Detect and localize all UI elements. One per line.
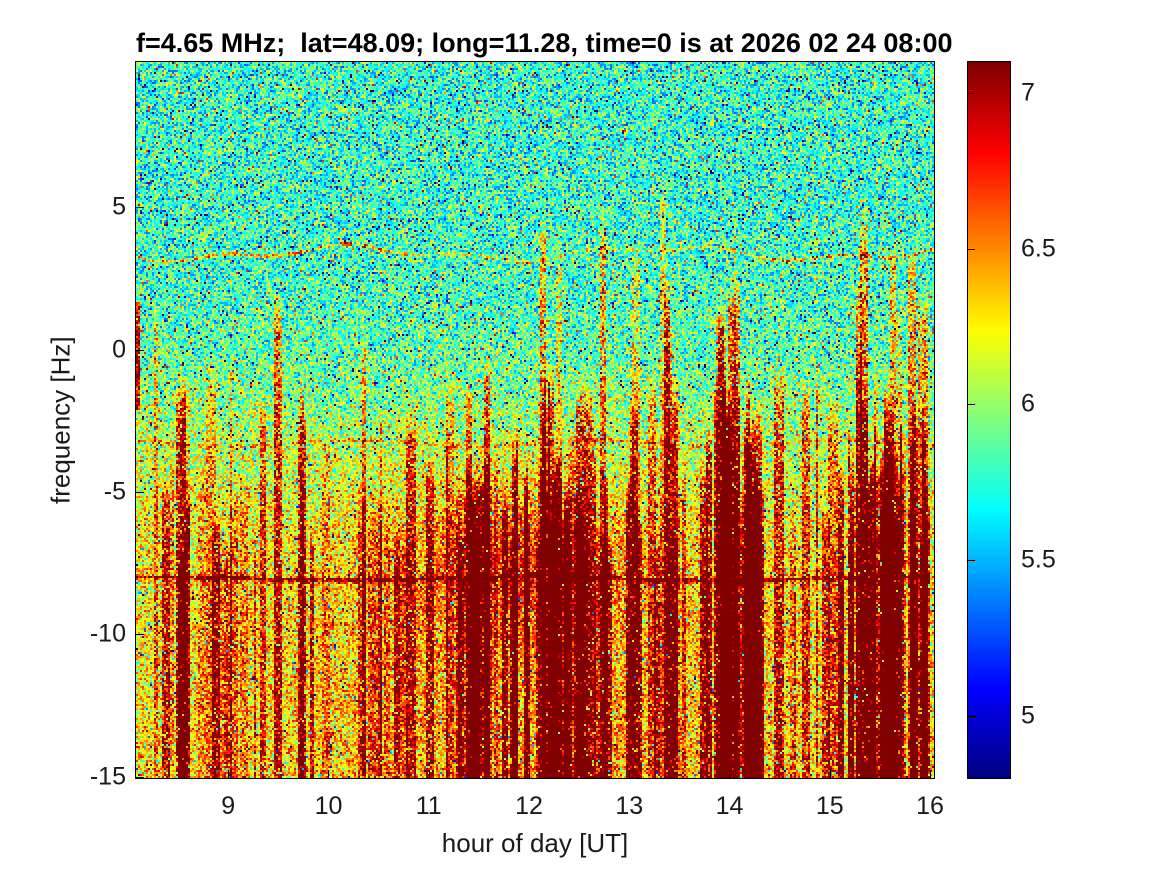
x-tick-label: 15 [815,792,844,820]
colorbar-tick-label: 5 [1021,701,1035,730]
x-tick-label: 10 [314,792,343,820]
colorbar-tick-mark [968,716,975,717]
y-tick-mark [136,207,144,208]
y-tick-mark [136,350,144,351]
colorbar-gradient [968,62,1010,778]
y-tick-mark [136,492,144,493]
colorbar-tick-label: 6 [1021,389,1035,418]
x-tick-label: 13 [615,792,644,820]
colorbar-tick-label: 7 [1021,78,1035,107]
x-tick-label: 12 [515,792,543,820]
x-tick-mark [529,770,530,778]
x-tick-mark [729,770,730,778]
y-tick-label: -10 [89,619,126,648]
y-tick-label: -5 [103,477,126,506]
x-tick-label: 9 [221,792,236,820]
colorbar-tick-mark [968,404,975,405]
y-tick-label: -15 [89,762,126,791]
y-tick-mark [136,634,144,635]
x-tick-mark [328,770,329,778]
y-tick-mark [136,777,144,778]
colorbar-tick-mark [968,560,975,561]
y-tick-label: 0 [112,335,126,364]
colorbar-tick-mark [968,93,975,94]
x-tick-mark [930,770,931,778]
colorbar-tick-label: 6.5 [1021,234,1056,263]
x-axis-label: hour of day [UT] [441,828,629,858]
x-tick-mark [228,770,229,778]
chart-title: f=4.65 MHz; lat=48.09; long=11.28, time=… [136,28,953,58]
x-tick-label: 16 [916,792,944,820]
y-axis-label: frequency [Hz] [45,336,76,504]
x-tick-mark [629,770,630,778]
spectrogram-image [136,62,934,778]
x-tick-label: 11 [415,792,442,820]
x-tick-mark [830,770,831,778]
colorbar-tick-mark [968,249,975,250]
y-tick-label: 5 [112,192,126,221]
x-tick-mark [429,770,430,778]
colorbar-tick-label: 5.5 [1021,545,1056,574]
x-tick-label: 14 [715,792,744,820]
